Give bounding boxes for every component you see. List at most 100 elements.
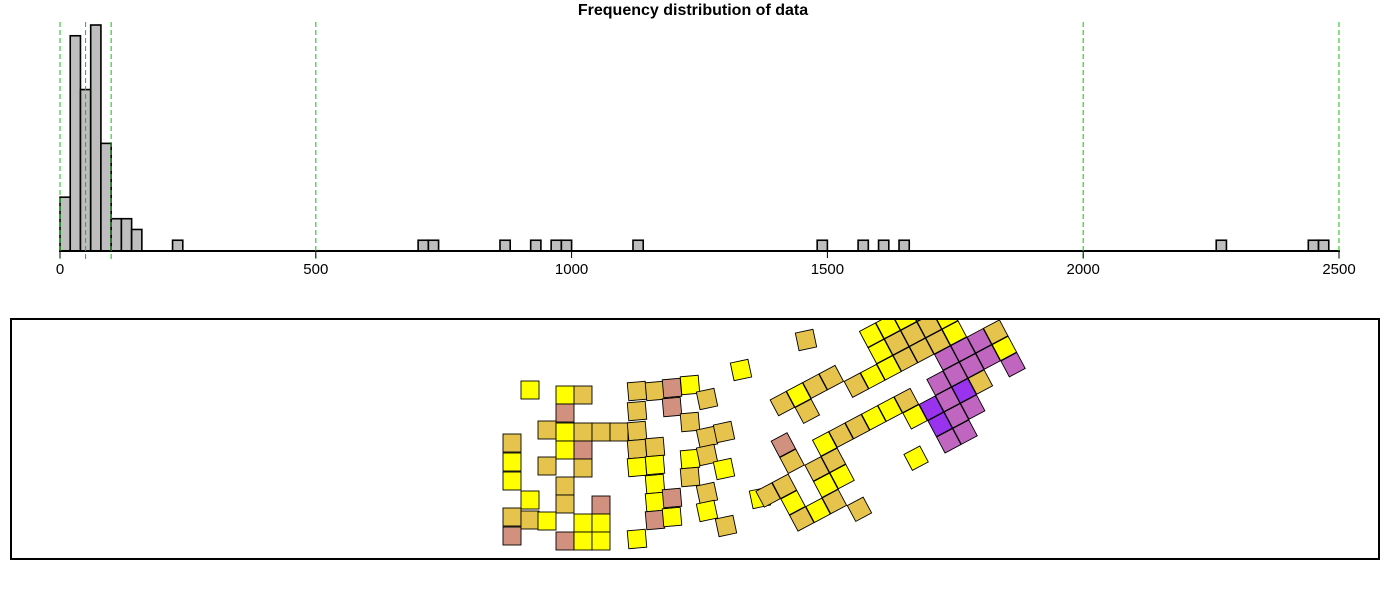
map-cell xyxy=(780,489,806,516)
map-cell xyxy=(661,396,683,418)
map-cell xyxy=(900,321,926,347)
histogram-bar xyxy=(100,142,112,252)
map-cell xyxy=(877,396,903,422)
x-tick-label: 500 xyxy=(303,261,328,278)
histogram-plot: 0 500 1000 1500 2000 2500 xyxy=(56,22,1356,278)
histogram-bar xyxy=(1317,239,1330,252)
histogram-bar xyxy=(130,228,143,252)
map-cell xyxy=(935,428,962,454)
map-cell xyxy=(818,364,845,391)
map-cell xyxy=(555,531,575,551)
map-cell xyxy=(573,458,593,478)
map-cell xyxy=(876,355,902,381)
histogram-bar xyxy=(110,217,123,252)
choropleth-map xyxy=(502,320,1026,551)
map-cell xyxy=(942,361,969,388)
map-cell xyxy=(679,411,701,433)
x-tick-label: 2500 xyxy=(1322,261,1355,278)
class-break-lines xyxy=(59,22,1340,259)
map-cell xyxy=(555,385,575,405)
map-cell xyxy=(644,454,666,476)
map-cell xyxy=(537,511,557,531)
map-cell xyxy=(770,432,797,458)
map-cell xyxy=(555,476,575,496)
map-cell xyxy=(502,526,522,546)
map-cell xyxy=(820,447,847,474)
map-cell xyxy=(951,378,977,404)
histogram-bar xyxy=(499,239,512,252)
map-cell xyxy=(695,387,719,411)
map-cell xyxy=(537,420,557,440)
map-cell xyxy=(794,328,818,352)
map-cell xyxy=(975,344,1001,370)
map-cell xyxy=(844,413,871,440)
map-panel xyxy=(10,318,1380,560)
x-tick-label: 1000 xyxy=(555,261,588,278)
map-cell xyxy=(591,531,611,551)
map-cell xyxy=(502,452,522,472)
map-cell xyxy=(555,440,575,460)
map-cell xyxy=(502,433,522,453)
map-cell xyxy=(908,337,935,364)
map-cell xyxy=(859,363,886,390)
map-cell xyxy=(829,463,855,490)
map-cell xyxy=(661,377,683,399)
map-cell xyxy=(779,448,805,475)
map-cell xyxy=(712,457,736,481)
map-cell xyxy=(555,403,575,423)
x-tick-label: 2000 xyxy=(1067,261,1100,278)
map-cell xyxy=(828,422,854,449)
map-cell xyxy=(925,328,951,355)
map-cell xyxy=(555,422,575,442)
map-cell xyxy=(712,420,736,444)
map-cell xyxy=(626,380,648,402)
map-cell xyxy=(573,531,593,551)
histogram-bar xyxy=(69,34,82,252)
histogram-bar xyxy=(877,239,890,252)
map-cell xyxy=(867,338,894,365)
map-cell xyxy=(644,380,666,402)
map-cell xyxy=(644,473,666,495)
map-cell xyxy=(591,513,611,533)
map-cell xyxy=(916,320,943,339)
histogram-bar xyxy=(1307,239,1320,252)
map-cell xyxy=(967,369,994,395)
histogram-bar xyxy=(89,24,102,252)
map-cell xyxy=(695,443,719,467)
map-cell xyxy=(794,398,821,425)
map-cell xyxy=(958,352,985,379)
histogram-bar xyxy=(560,239,573,252)
map-cell xyxy=(1000,351,1026,378)
map-cell xyxy=(769,390,796,417)
histogram-bar xyxy=(59,196,72,252)
map-cell xyxy=(858,322,885,348)
x-axis-ticks: 0 500 1000 1500 2000 2500 xyxy=(56,251,1356,278)
map-cell xyxy=(805,497,831,524)
histogram-bar xyxy=(816,239,829,252)
map-cell xyxy=(843,372,870,398)
map-cell xyxy=(771,473,798,500)
map-cell xyxy=(520,510,540,530)
map-cell xyxy=(644,436,666,458)
map-cell xyxy=(918,395,945,421)
map-cell xyxy=(952,419,978,445)
map-cell xyxy=(729,358,753,382)
map-cell xyxy=(755,482,781,508)
map-cell xyxy=(875,320,901,340)
map-cell xyxy=(695,481,719,505)
map-cell xyxy=(679,466,701,488)
map-cell xyxy=(502,507,522,527)
map-cell xyxy=(661,487,683,509)
map-cell xyxy=(520,490,540,510)
map-cell xyxy=(959,394,986,420)
map-cell xyxy=(927,411,953,438)
histogram-bar xyxy=(171,239,184,252)
map-cell xyxy=(661,506,683,528)
map-cell xyxy=(991,335,1018,362)
map-cell xyxy=(626,400,648,422)
map-cell xyxy=(804,456,830,482)
map-cell xyxy=(802,373,828,400)
map-cell xyxy=(591,495,611,515)
map-cell xyxy=(982,320,1009,345)
map-cell xyxy=(573,513,593,533)
